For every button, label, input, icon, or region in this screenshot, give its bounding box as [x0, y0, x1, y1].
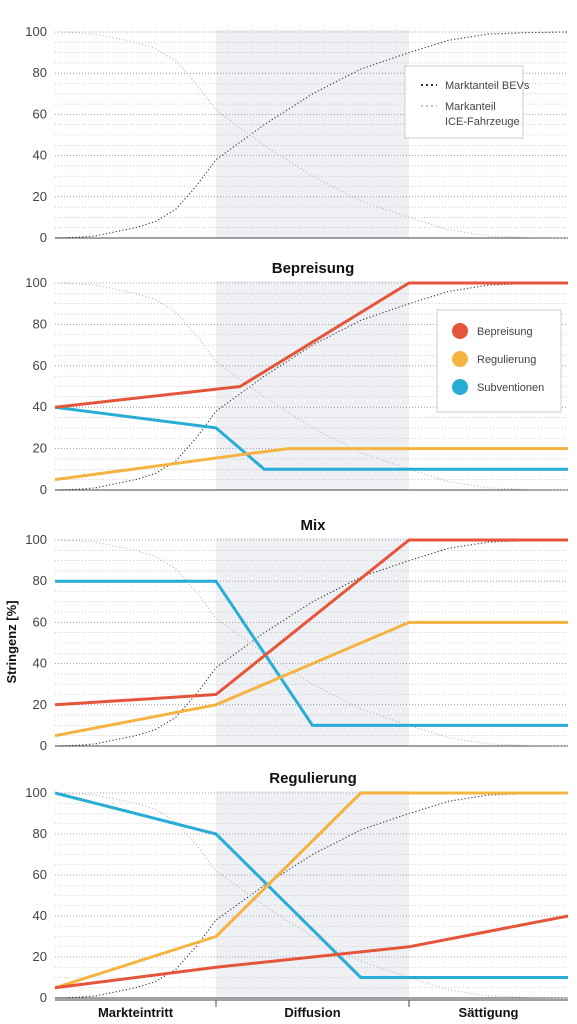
legend-label: Subventionen [477, 382, 544, 394]
y-tick-label: 100 [25, 24, 47, 39]
series-regulierung [54, 791, 568, 990]
y-tick-label: 60 [33, 358, 47, 373]
diffusion-phase-band [216, 281, 409, 490]
series-regulierung [54, 447, 568, 482]
y-tick-label: 20 [33, 189, 47, 204]
y-tick-label: 40 [33, 656, 47, 671]
legend: Bepreisung Regulierung Subventionen [436, 309, 562, 413]
y-tick-label: 80 [33, 65, 47, 80]
phase-label-markteintritt: Markteintritt [98, 1005, 174, 1020]
legend-box [404, 65, 524, 139]
panel-2: 0 20 40 60 80 100 Bepreisung Bepreisung Regulier… [25, 260, 569, 497]
series-subventionen [55, 579, 568, 727]
y-tick-label: 0 [40, 738, 47, 753]
series-regulierung [54, 620, 568, 738]
y-tick-label: 20 [33, 441, 47, 456]
legend-label: Bepreisung [477, 326, 533, 338]
y-tick-label: 20 [33, 697, 47, 712]
series-subventionen [54, 405, 568, 471]
legend-label: Marktanteil BEVs [445, 80, 530, 92]
panel-title: Bepreisung [272, 260, 355, 277]
y-tick-label: 20 [33, 949, 47, 964]
phase-label-saettigung: Sättigung [459, 1005, 519, 1020]
diffusion-phase-band [216, 538, 409, 746]
y-tick-label: 0 [40, 990, 47, 1005]
y-tick-label: 60 [33, 106, 47, 121]
panel-1: 0 20 40 60 80 100 Marktanteil BEVs Markanteil IC… [25, 24, 569, 245]
y-tick-label: 80 [33, 573, 47, 588]
legend-swatch-regulierung [452, 351, 468, 367]
y-tick-label: 40 [33, 148, 47, 163]
panel-4: 0 20 40 60 80 100 Regulierung [25, 770, 569, 1005]
series-markanteil-ice-fahrzeuge [54, 792, 569, 999]
y-tick-label: 100 [25, 275, 47, 290]
diffusion-phase-band [216, 30, 409, 238]
y-tick-label: 40 [33, 399, 47, 414]
series-subventionen [54, 791, 568, 979]
panel-title: Regulierung [269, 770, 357, 787]
y-tick-label: 60 [33, 867, 47, 882]
y-tick-label: 80 [33, 316, 47, 331]
series-bepreisung [54, 538, 568, 707]
y-tick-label: 0 [40, 482, 47, 497]
legend-label: ICE-Fahrzeuge [445, 116, 520, 128]
panel-3: 0 20 40 60 80 100 Mix [25, 517, 569, 753]
panel-title: Mix [300, 517, 326, 534]
series-bepreisung [54, 914, 569, 990]
y-tick-label: 60 [33, 614, 47, 629]
legend-label: Markanteil [445, 101, 496, 113]
series-bepreisung [54, 281, 568, 409]
series-marktanteil-bevs [54, 792, 569, 999]
legend-swatch-subventionen [452, 379, 468, 395]
y-tick-label: 0 [40, 230, 47, 245]
y-tick-label: 100 [25, 532, 47, 547]
y-tick-label: 80 [33, 826, 47, 841]
phase-label-diffusion: Diffusion [284, 1005, 340, 1020]
legend: Marktanteil BEVs Markanteil ICE-Fahrzeuge [404, 65, 530, 139]
y-tick-label: 100 [25, 785, 47, 800]
y-tick-label: 40 [33, 908, 47, 923]
y-axis-label: Stringenz [%] [4, 600, 19, 683]
legend-label: Regulierung [477, 354, 536, 366]
legend-swatch-bepreisung [452, 323, 468, 339]
